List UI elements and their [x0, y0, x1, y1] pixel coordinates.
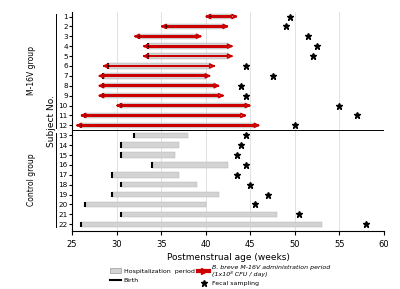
Bar [103, 93, 219, 98]
Bar [103, 73, 206, 79]
Bar [152, 162, 228, 168]
Legend: Hospitalization  period, Birth, B. breve M-16V administration period
(1x10⁸ CFU : Hospitalization period, Birth, B. breve … [110, 265, 330, 286]
Bar [81, 222, 322, 227]
Bar [148, 55, 228, 58]
Bar [210, 14, 232, 19]
Bar [121, 142, 179, 148]
Bar [103, 83, 215, 88]
Text: Control group: Control group [28, 153, 36, 206]
Bar [108, 63, 210, 69]
Bar [81, 124, 255, 127]
Bar [139, 34, 197, 39]
Bar [103, 84, 215, 87]
Bar [148, 53, 228, 59]
Bar [81, 123, 255, 128]
Bar [166, 25, 224, 28]
Bar [148, 45, 228, 48]
Bar [121, 212, 277, 217]
Bar [108, 64, 210, 67]
Y-axis label: Subject No.: Subject No. [47, 95, 56, 147]
Bar [121, 182, 197, 188]
Bar [121, 103, 246, 108]
Text: M-16V group: M-16V group [28, 47, 36, 95]
Bar [85, 113, 241, 118]
Bar [85, 202, 206, 207]
Bar [134, 133, 188, 138]
Bar [210, 15, 232, 18]
Bar [121, 104, 246, 107]
Bar [103, 75, 206, 77]
Bar [148, 43, 228, 49]
Bar [85, 114, 241, 117]
Bar [139, 35, 197, 38]
Bar [112, 172, 179, 177]
Bar [112, 192, 219, 197]
Bar [166, 24, 224, 29]
Bar [121, 152, 174, 158]
Bar [103, 94, 219, 97]
X-axis label: Postmenstrual age (weeks): Postmenstrual age (weeks) [166, 253, 290, 262]
